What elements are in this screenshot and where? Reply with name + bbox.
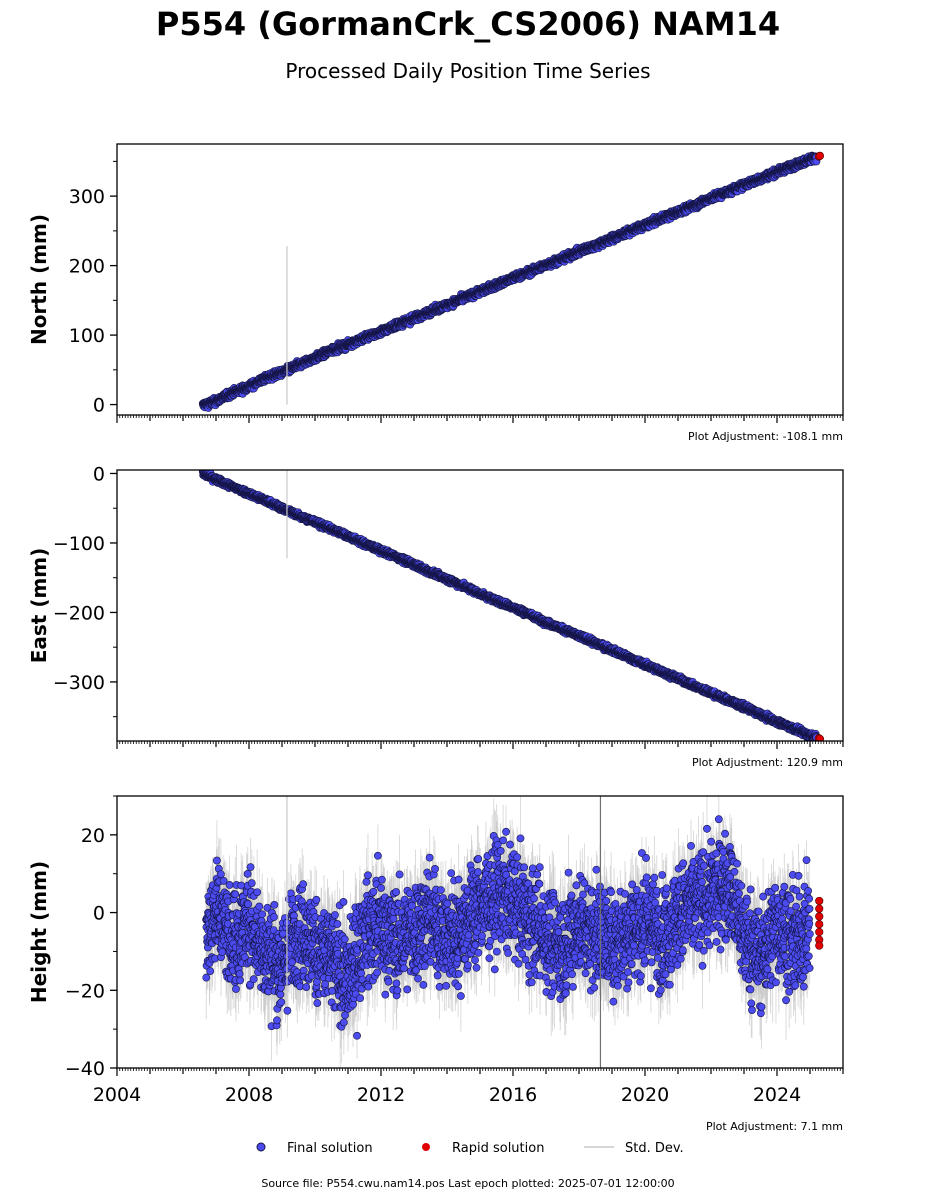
chart-subtitle: Processed Daily Position Time Series: [285, 59, 650, 83]
chart-title: P554 (GormanCrk_CS2006) NAM14: [156, 5, 780, 43]
north-final-points: [198, 151, 821, 412]
north-plot-area: [198, 151, 825, 412]
